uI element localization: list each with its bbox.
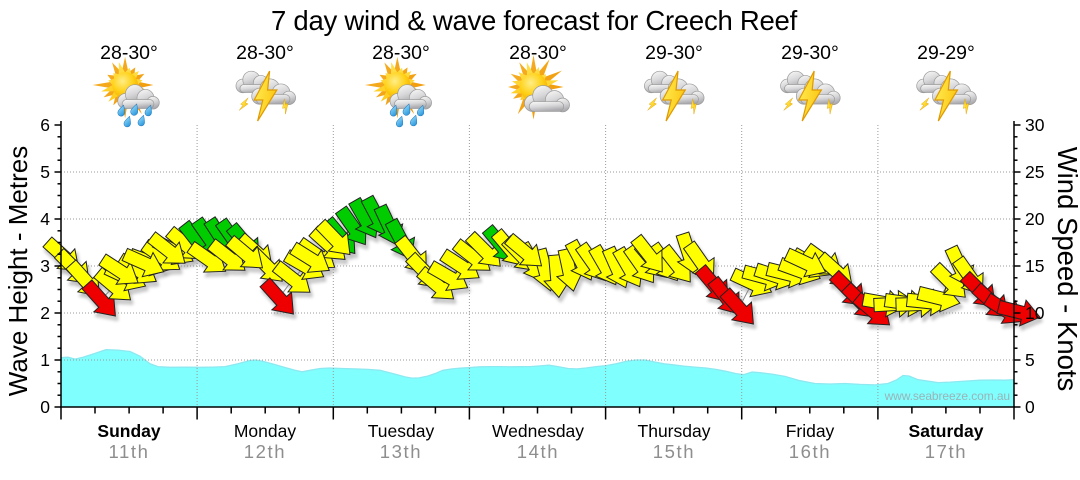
svg-text:30: 30 (1025, 115, 1045, 135)
svg-text:25: 25 (1025, 162, 1044, 182)
svg-text:4: 4 (40, 209, 50, 229)
svg-text:Wave Height - Metres: Wave Height - Metres (3, 146, 33, 396)
svg-text:20: 20 (1025, 209, 1045, 229)
svg-text:28-30°: 28-30° (372, 42, 430, 64)
svg-text:Friday: Friday (786, 421, 835, 441)
svg-text:14th: 14th (517, 441, 559, 462)
svg-text:Sunday: Sunday (97, 421, 160, 441)
svg-text:29-30°: 29-30° (645, 42, 703, 64)
svg-text:11th: 11th (108, 441, 149, 462)
svg-text:Wednesday: Wednesday (492, 421, 584, 441)
svg-text:1: 1 (40, 350, 50, 370)
svg-text:28-30°: 28-30° (236, 42, 294, 64)
svg-text:0: 0 (1025, 397, 1035, 417)
svg-text:15th: 15th (653, 441, 695, 462)
svg-text:5: 5 (1025, 350, 1035, 370)
svg-text:5: 5 (40, 162, 50, 182)
svg-text:Monday: Monday (234, 421, 297, 441)
svg-text:28-30°: 28-30° (509, 42, 567, 64)
svg-text:10: 10 (1025, 303, 1045, 323)
svg-text:3: 3 (40, 256, 50, 276)
svg-text:12th: 12th (244, 441, 286, 462)
svg-text:6: 6 (40, 115, 50, 135)
svg-text:7 day wind & wave forecast for: 7 day wind & wave forecast for Creech Re… (271, 5, 798, 36)
svg-text:www.seabreeze.com.au: www.seabreeze.com.au (884, 389, 1010, 403)
svg-text:28-30°: 28-30° (100, 42, 158, 64)
svg-text:17th: 17th (925, 441, 967, 462)
svg-text:15: 15 (1025, 256, 1044, 276)
svg-text:13th: 13th (380, 441, 422, 462)
svg-text:29-30°: 29-30° (781, 42, 839, 64)
svg-text:Saturday: Saturday (909, 421, 984, 441)
svg-text:29-29°: 29-29° (917, 42, 975, 64)
svg-text:0: 0 (40, 397, 50, 417)
svg-text:Thursday: Thursday (638, 421, 711, 441)
svg-text:Wind Speed - Knots: Wind Speed - Knots (1052, 147, 1080, 392)
svg-text:16th: 16th (789, 441, 831, 462)
svg-text:Tuesday: Tuesday (368, 421, 435, 441)
svg-text:2: 2 (40, 303, 50, 323)
